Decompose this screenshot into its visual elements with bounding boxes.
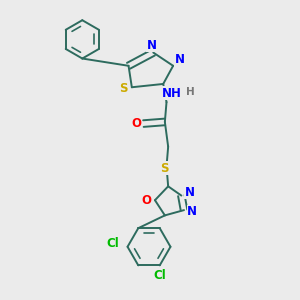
Text: N: N	[187, 205, 197, 218]
Text: S: S	[119, 82, 128, 95]
Text: S: S	[160, 162, 169, 175]
Text: N: N	[184, 186, 195, 199]
Text: H: H	[186, 87, 195, 97]
Text: Cl: Cl	[153, 269, 166, 282]
Text: O: O	[142, 194, 152, 207]
Text: N: N	[175, 53, 185, 66]
Text: N: N	[147, 39, 157, 52]
Text: Cl: Cl	[106, 237, 119, 250]
Text: NH: NH	[162, 87, 182, 100]
Text: O: O	[131, 117, 141, 130]
